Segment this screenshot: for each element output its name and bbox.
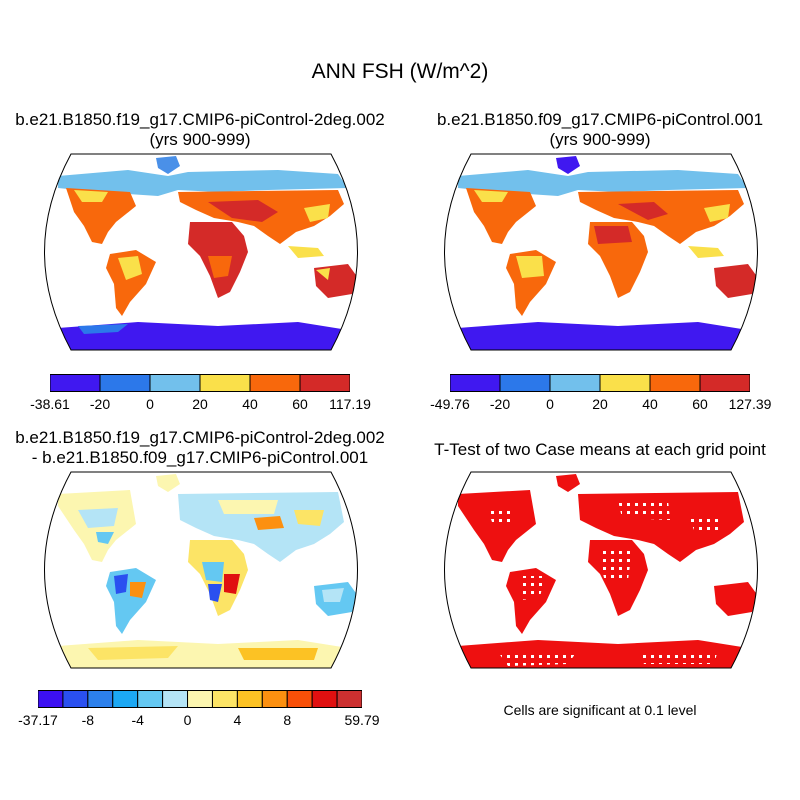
panel-1-boreal <box>58 170 348 196</box>
colorbar-tick-label: -37.17 <box>18 712 58 728</box>
colorbar-box-2 <box>499 374 551 392</box>
colorbar-box-4 <box>199 374 251 392</box>
panel-4-map <box>444 471 758 669</box>
colorbar-box-10 <box>261 690 288 708</box>
colorbar-box-3 <box>149 374 201 392</box>
colorbar-box-6 <box>299 374 350 392</box>
panel-1-greenland <box>156 156 180 174</box>
colorbar-box-3 <box>549 374 601 392</box>
panel-3-greenland <box>156 474 180 492</box>
colorbar-box-9 <box>236 690 263 708</box>
colorbar-box-5 <box>137 690 164 708</box>
colorbar-tick-label: 0 <box>183 712 192 728</box>
colorbar-tick-label: -20 <box>89 396 111 412</box>
colorbar-tick-label: 127.39 <box>728 396 772 412</box>
colorbar-box-11 <box>286 690 313 708</box>
colorbar-tick-label: 0 <box>146 396 154 412</box>
panel-4-significance-note: Cells are significant at 0.1 level <box>503 702 697 718</box>
panel-1-map <box>44 153 358 351</box>
panel-2-australia <box>714 264 758 298</box>
panel-1-colorbar <box>50 374 350 392</box>
colorbar-box-12 <box>311 690 338 708</box>
colorbar-tick-label: 40 <box>242 396 258 412</box>
panel-3-colorbar <box>38 690 362 708</box>
colorbar-tick-label: 117.19 <box>329 396 371 412</box>
figure-title: ANN FSH (W/m^2) <box>311 60 489 83</box>
panel-4-eurasia <box>578 492 744 562</box>
colorbar-tick-label: -8 <box>81 712 95 728</box>
panel-4-south-america <box>506 568 556 634</box>
colorbar-box-5 <box>649 374 701 392</box>
colorbar-tick-label: -4 <box>131 712 144 728</box>
panel-2-title-line2: (yrs 900-999) <box>549 130 651 149</box>
panel-2-map <box>444 153 758 351</box>
panel-1-title-line1: b.e21.B1850.f19_g17.CMIP6-piControl-2deg… <box>15 110 385 129</box>
colorbar-tick-label: 60 <box>692 396 708 412</box>
colorbar-box-2 <box>99 374 151 392</box>
colorbar-tick-label: 20 <box>192 396 208 412</box>
panel-1-title-line2: (yrs 900-999) <box>149 130 251 149</box>
panel-4-title: T-Test of two Case means at each grid po… <box>434 440 766 459</box>
colorbar-box-6 <box>699 374 750 392</box>
panel-4-greenland <box>556 474 580 492</box>
colorbar-tick-label: 8 <box>283 712 292 728</box>
panel-2-eurasia <box>578 190 744 244</box>
colorbar-box-1 <box>50 374 101 392</box>
panel-2-antarctica <box>458 322 748 350</box>
panel-2-title-line1: b.e21.B1850.f09_g17.CMIP6-piControl.001 <box>436 110 764 129</box>
colorbar-tick-label: 60 <box>292 396 308 412</box>
panel-4-australia <box>714 582 758 616</box>
colorbar-box-7 <box>187 690 213 708</box>
panel-1-south-america <box>106 250 156 316</box>
colorbar-tick-label: 0 <box>546 396 554 412</box>
panel-2-greenland <box>556 156 580 174</box>
colorbar-box-5 <box>249 374 301 392</box>
colorbar-tick-label: -38.61 <box>30 396 70 412</box>
colorbar-tick-label: 4 <box>233 712 242 728</box>
panel-2-south-america <box>506 250 556 316</box>
colorbar-box-3 <box>87 690 114 708</box>
colorbar-tick-label: -20 <box>489 396 511 412</box>
panel-3-title-line1: b.e21.B1850.f19_g17.CMIP6-piControl-2deg… <box>15 428 385 447</box>
colorbar-tick-label: 40 <box>642 396 658 412</box>
colorbar-box-2 <box>62 690 89 708</box>
colorbar-tick-label: 20 <box>592 396 608 412</box>
colorbar-box-13 <box>336 690 362 708</box>
colorbar-box-8 <box>211 690 238 708</box>
colorbar-box-4 <box>599 374 651 392</box>
panel-4-north-america <box>458 490 536 562</box>
panel-2-boreal <box>458 170 748 196</box>
colorbar-box-1 <box>38 690 64 708</box>
colorbar-tick-label: 59.79 <box>344 712 380 728</box>
colorbar-box-1 <box>450 374 501 392</box>
panel-3-map <box>44 471 358 669</box>
panel-2-colorbar <box>450 374 750 392</box>
panel-3-title-line2: - b.e21.B1850.f09_g17.CMIP6-piControl.00… <box>31 448 369 467</box>
colorbar-tick-label: -49.76 <box>430 396 470 412</box>
colorbar-box-4 <box>112 690 139 708</box>
colorbar-box-6 <box>162 690 189 708</box>
panel-1-antarctica <box>58 322 348 350</box>
